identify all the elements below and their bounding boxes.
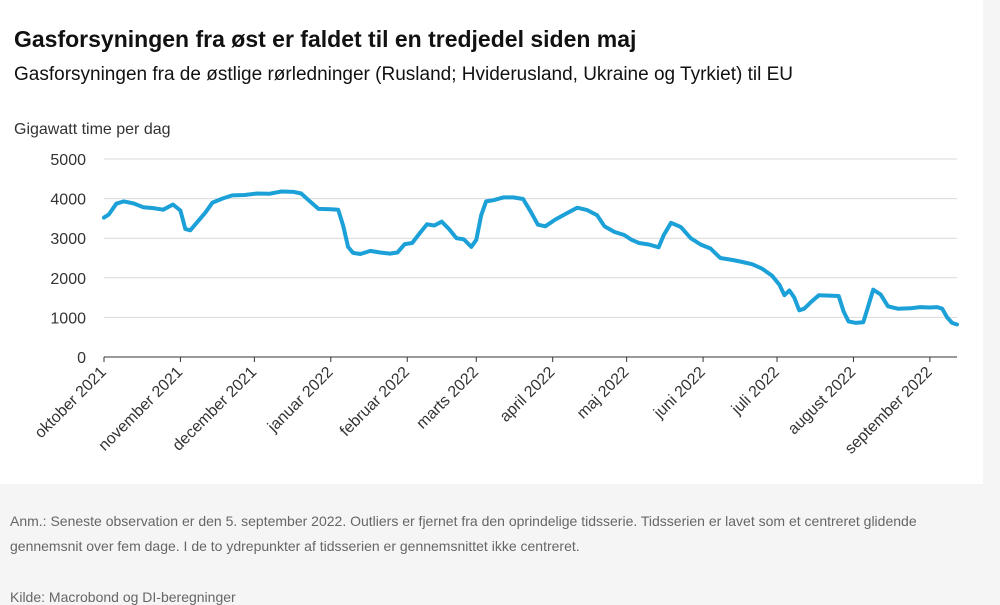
- chart-note: Anm.: Seneste observation er den 5. sept…: [10, 513, 917, 554]
- x-tick-label: maj 2022: [574, 364, 633, 423]
- x-tick-label: august 2022: [785, 364, 859, 438]
- y-tick-label: 1000: [50, 310, 86, 327]
- x-tick-label: oktober 2021: [32, 364, 110, 442]
- series-line: [102, 189, 959, 327]
- x-tick-label: juni 2022: [650, 364, 709, 423]
- y-tick-label: 3000: [50, 231, 86, 248]
- x-tick-label: juli 2022: [728, 364, 783, 419]
- chart-subtitle: Gasforsyningen fra de østlige rørledning…: [14, 64, 793, 85]
- x-tick-label: januar 2022: [264, 364, 337, 437]
- y-axis-label: Gigawatt time per dag: [14, 121, 171, 138]
- y-tick-label: 0: [77, 350, 86, 367]
- x-tick-label: marts 2022: [413, 364, 482, 433]
- chart-card: [0, 0, 983, 484]
- x-tick-label: april 2022: [497, 364, 559, 426]
- y-tick-label: 2000: [50, 271, 86, 288]
- x-tick-label: februar 2022: [337, 364, 413, 440]
- chart-source: Kilde: Macrobond og DI-beregninger: [10, 589, 236, 605]
- y-tick-label: 4000: [50, 192, 86, 209]
- chart-title: Gasforsyningen fra øst er faldet til en …: [14, 26, 637, 52]
- y-tick-label: 5000: [50, 152, 86, 169]
